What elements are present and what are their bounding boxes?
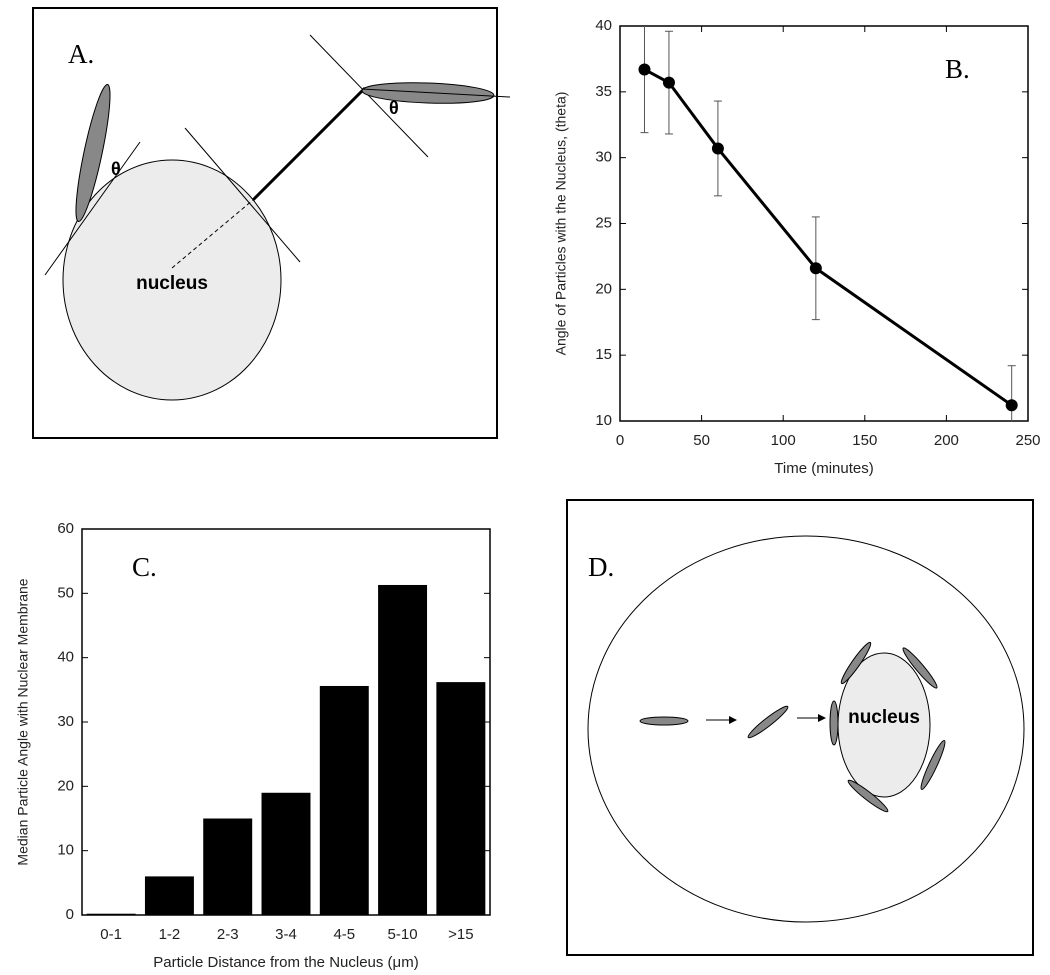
panel-frame (32, 7, 498, 439)
theta-label: θ (389, 98, 399, 118)
x-tick-label: 1-2 (159, 926, 181, 943)
data-point (662, 76, 675, 89)
y-tick-label: 60 (57, 520, 74, 537)
chart: 10 15 20 25 30 35 40 Angle of Particles with th… (553, 17, 1041, 477)
data-line (643, 68, 1013, 407)
panel-label: A. (68, 39, 94, 69)
particle (747, 705, 789, 739)
theta-label: θ (111, 159, 121, 179)
chart: 0 10 20 30 40 50 60 Median Particle Angle with … (15, 520, 491, 971)
panel-label: C. (132, 552, 157, 582)
y-tick-label: 35 (595, 83, 612, 100)
particle (902, 647, 938, 689)
y-tick-label: 10 (57, 842, 74, 859)
radius-line (171, 199, 254, 269)
x-tick-label: 150 (852, 432, 877, 449)
particle (840, 641, 872, 685)
bar (378, 584, 428, 915)
tangent-line (184, 127, 301, 263)
y-tick-label: 10 (595, 412, 612, 429)
bar (203, 818, 253, 915)
bar (86, 913, 136, 915)
x-tick-label: 0-1 (100, 926, 122, 943)
data-point (809, 262, 822, 275)
y-tick-label: 40 (57, 649, 74, 666)
nucleus-label: nucleus (136, 273, 208, 294)
y-tick-label: 30 (57, 713, 74, 730)
nucleus-shape (62, 159, 282, 401)
x-tick-label: 250 (1015, 432, 1040, 449)
x-tick-label: 0 (616, 432, 624, 449)
y-tick-label: 20 (57, 777, 74, 794)
x-tick-label: 3-4 (275, 926, 297, 943)
x-tick-label: 2-3 (217, 926, 239, 943)
distance-line (251, 86, 367, 202)
panel-label: D. (588, 552, 614, 582)
particle (847, 779, 889, 813)
cell-outline (587, 535, 1025, 923)
x-tick-label: 4-5 (333, 926, 355, 943)
bar (436, 682, 486, 915)
axis-line (361, 88, 511, 98)
particle (639, 716, 689, 726)
bar (319, 685, 369, 915)
y-tick-label: 50 (57, 584, 74, 601)
panel-d: D. nucleus (566, 499, 1034, 956)
bar (144, 876, 194, 915)
panel-a: A. nucleus θ θ (32, 7, 511, 439)
x-axis-label: Particle Distance from the Nucleus (μm) (153, 954, 418, 971)
x-tick-label: 5-10 (388, 926, 418, 943)
y-axis-label: Angle of Particles with the Nucleus, (th… (553, 92, 569, 356)
panel-label: B. (945, 54, 970, 84)
particle (829, 700, 839, 746)
y-tick-label: 40 (595, 17, 612, 34)
x-tick-label: 100 (771, 432, 796, 449)
particle (920, 739, 946, 791)
x-tick-label: 50 (693, 432, 710, 449)
plot-frame (619, 25, 1029, 422)
x-axis-label: Time (minutes) (774, 460, 873, 477)
nucleus-label: nucleus (848, 707, 920, 728)
x-tick-label: 200 (934, 432, 959, 449)
y-tick-label: 30 (595, 149, 612, 166)
tangent-line (44, 141, 141, 276)
y-tick-label: 25 (595, 214, 612, 231)
y-tick-label: 0 (66, 906, 74, 923)
y-tick-label: 20 (595, 280, 612, 297)
y-tick-label: 15 (595, 346, 612, 363)
panel-frame (566, 499, 1034, 956)
data-point (711, 142, 724, 155)
bar (261, 792, 311, 915)
x-tick-label: >15 (448, 926, 473, 943)
particle (75, 84, 111, 222)
data-point (1005, 399, 1018, 412)
y-axis-label: Median Particle Angle with Nuclear Membr… (15, 578, 31, 865)
data-point (638, 63, 651, 76)
